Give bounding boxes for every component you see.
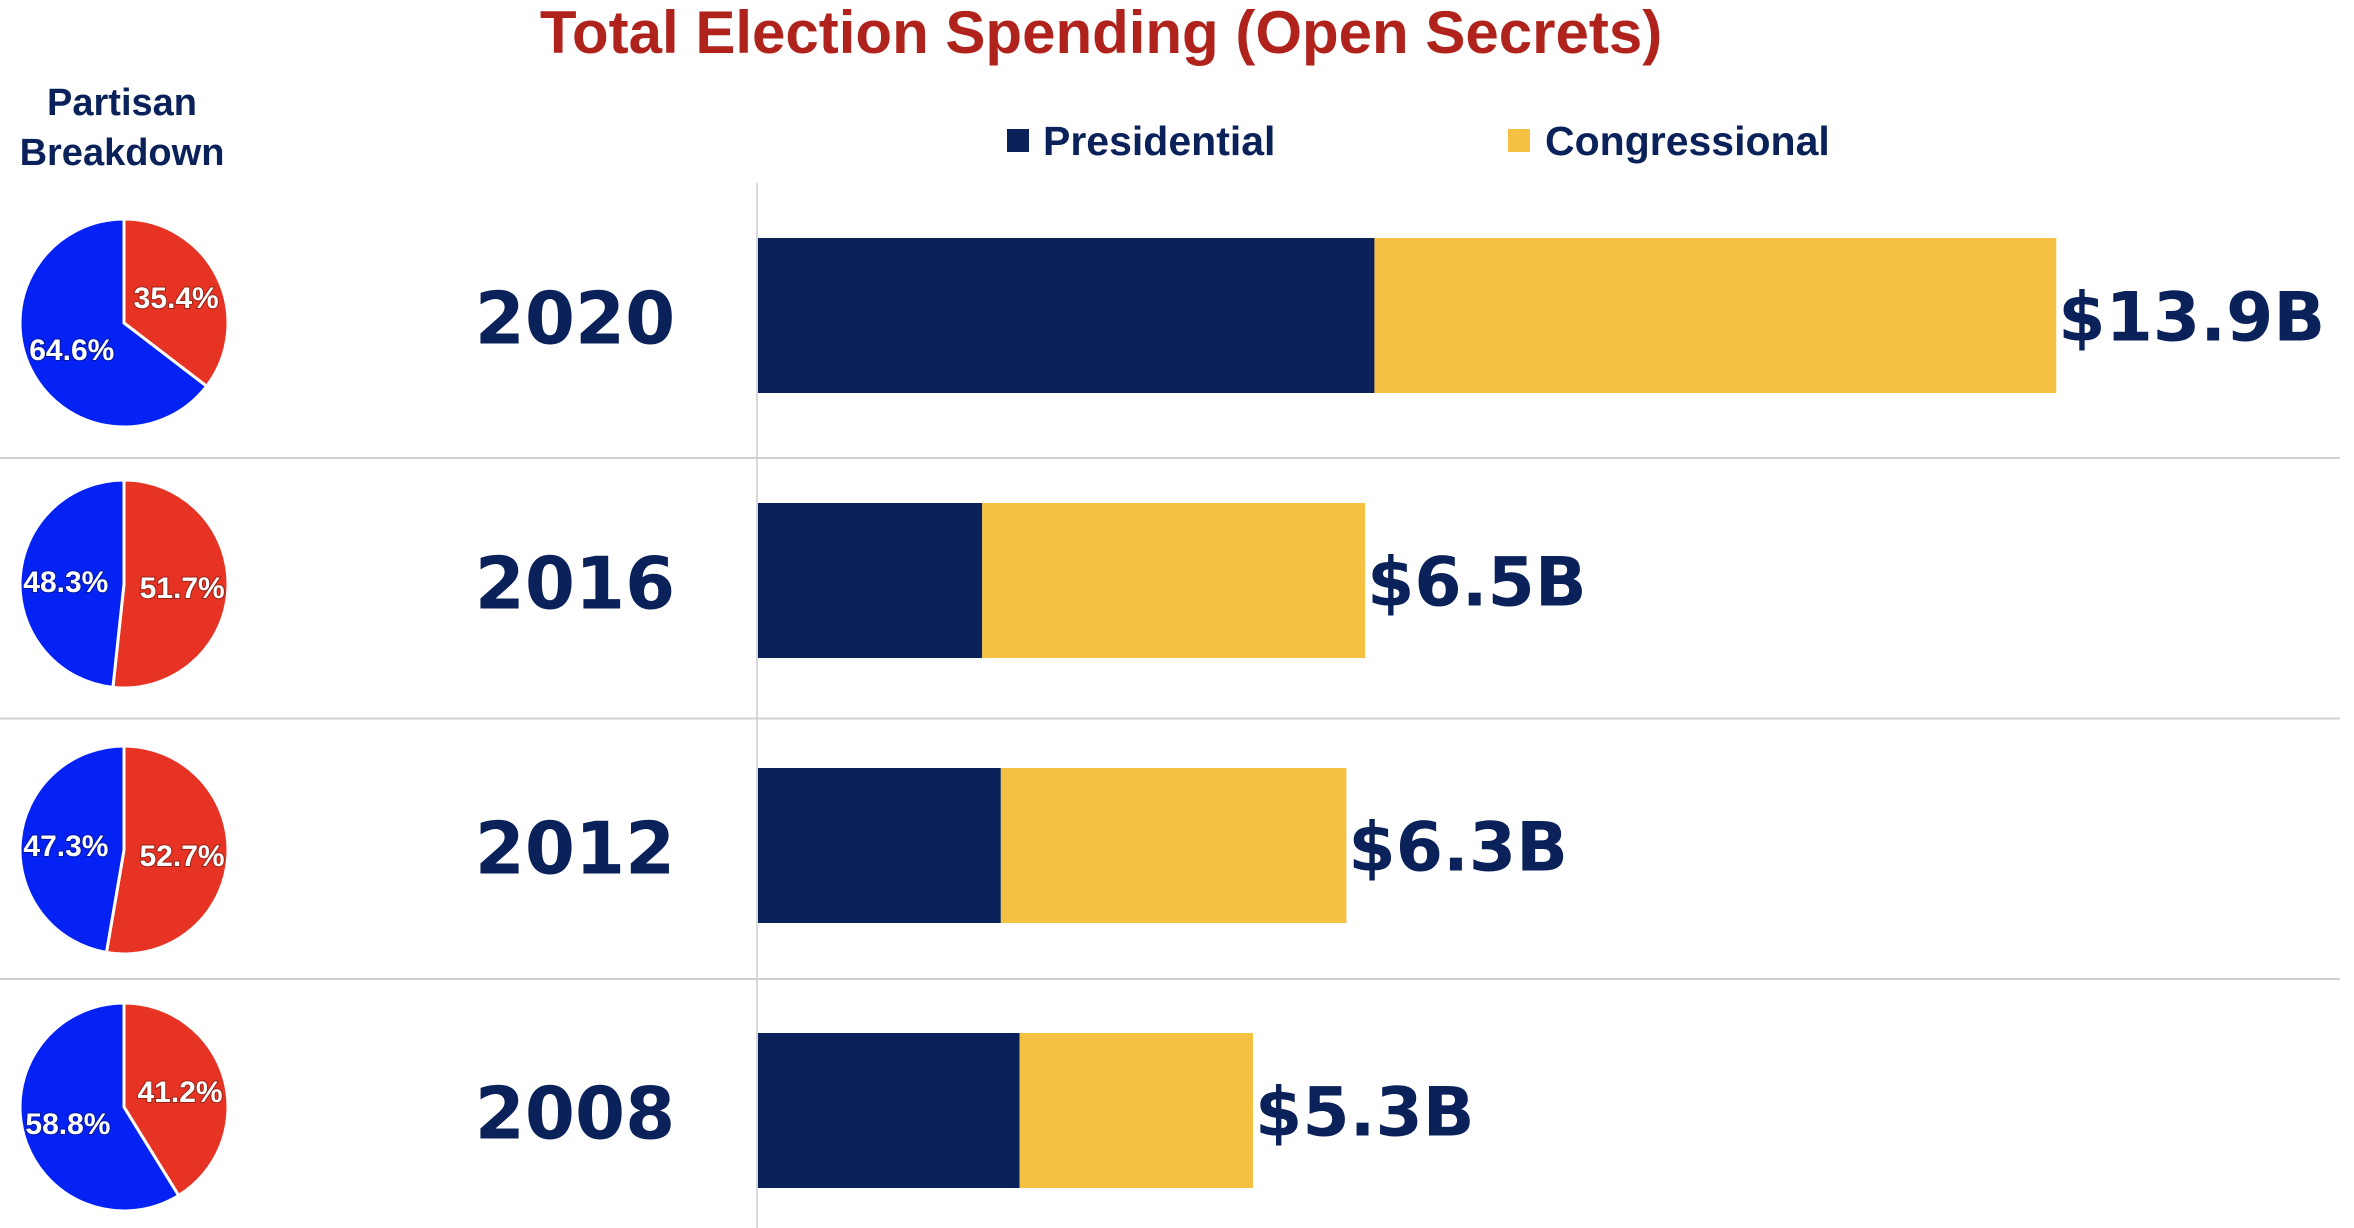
partisan-heading-line1: Partisan (47, 82, 197, 124)
bar-presidential-2008 (758, 1033, 1020, 1188)
total-label: $6.3B (1348, 809, 1568, 888)
pie-label-red: 35.4% (134, 282, 219, 315)
pie-label-red: 52.7% (139, 840, 224, 873)
total-label: $6.5B (1367, 544, 1587, 623)
pie-slice-blue (18, 478, 126, 690)
pie-label-blue: 58.8% (25, 1108, 110, 1141)
chart-title: Total Election Spending (Open Secrets) (540, 0, 1662, 66)
year-label: 2020 (475, 277, 675, 361)
partisan-heading-line2: Breakdown (20, 132, 225, 174)
legend: Presidential Congressional (1007, 118, 1830, 164)
row-2020: 2020 $13.9B 35.4% 64.6% (18, 217, 2325, 429)
legend-swatch-congressional (1508, 129, 1530, 152)
pie-label-red: 51.7% (140, 572, 225, 605)
pie-label-red: 41.2% (137, 1076, 222, 1109)
pie-label-blue: 47.3% (23, 830, 108, 863)
bar-congressional-2008 (1019, 1033, 1254, 1188)
pie-slice-red (104, 744, 230, 956)
partisan-pie-2020: 35.4% 64.6% (18, 217, 230, 429)
row-2016: 2016 $6.5B 51.7% 48.3% (18, 478, 1587, 690)
row-2012: 2012 $6.3B 52.7% 47.3% (18, 744, 1568, 956)
total-label: $13.9B (2058, 279, 2325, 358)
row-separators (0, 457, 2340, 980)
legend-label-congressional: Congressional (1545, 118, 1830, 164)
bar-presidential-2012 (758, 768, 1001, 923)
pie-label-blue: 48.3% (23, 566, 108, 599)
bar-congressional-2016 (982, 503, 1366, 658)
bar-congressional-2012 (1000, 768, 1347, 923)
bar-presidential-2020 (758, 238, 1375, 393)
partisan-pie-2016: 51.7% 48.3% (18, 478, 230, 690)
pie-label-blue: 64.6% (29, 334, 114, 367)
partisan-pie-2012: 52.7% 47.3% (18, 744, 230, 956)
total-label: $5.3B (1255, 1074, 1475, 1153)
year-label: 2012 (475, 807, 675, 891)
year-label: 2008 (475, 1072, 675, 1156)
pie-slice-blue (18, 217, 209, 429)
bar-congressional-2020 (1374, 238, 2057, 393)
pie-slice-red (122, 217, 230, 389)
bar-presidential-2016 (758, 503, 983, 658)
pie-slice-blue (18, 744, 126, 955)
year-label: 2016 (475, 542, 675, 626)
row-2008: 2008 $5.3B 41.2% 58.8% (18, 1001, 1475, 1213)
partisan-pie-2008: 41.2% 58.8% (18, 1001, 230, 1213)
pie-slice-blue (18, 1001, 181, 1213)
pie-slice-red (111, 478, 230, 690)
legend-label-presidential: Presidential (1043, 118, 1275, 164)
legend-swatch-presidential (1007, 129, 1029, 152)
